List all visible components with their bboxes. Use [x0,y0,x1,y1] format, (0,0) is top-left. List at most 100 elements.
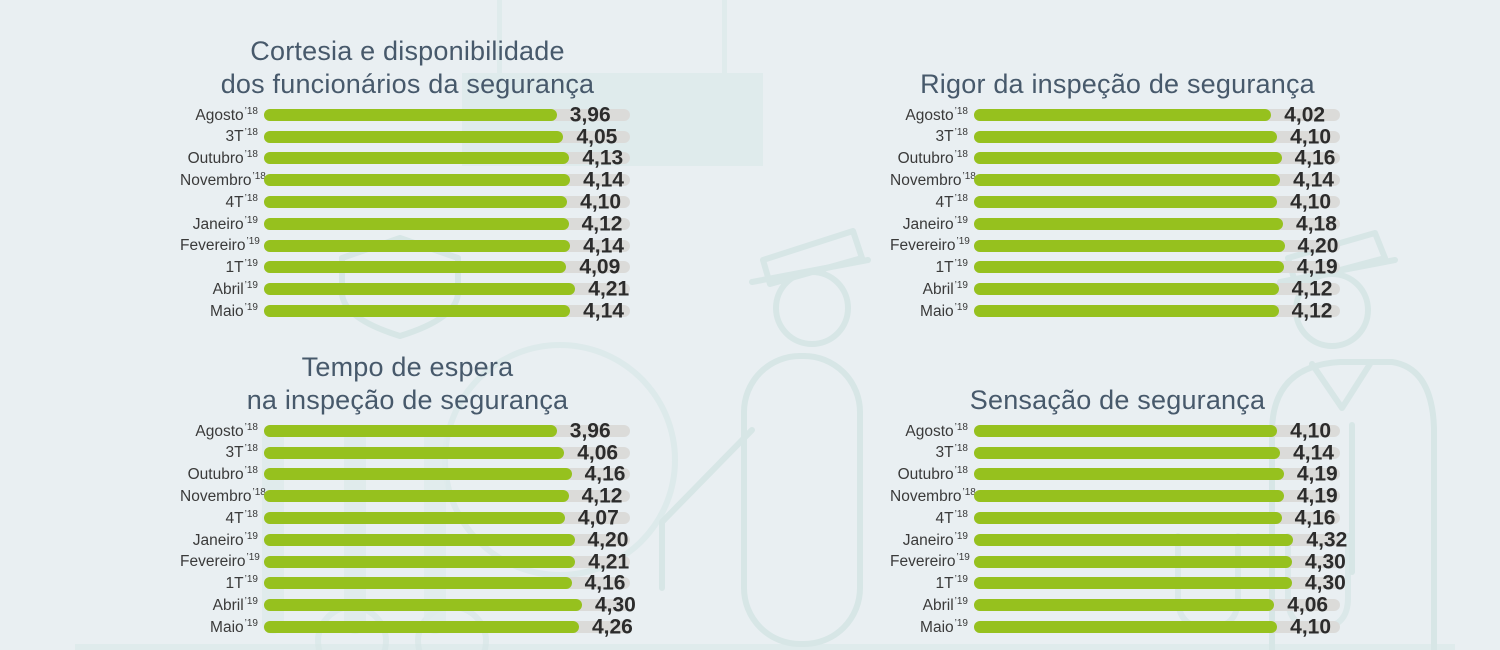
category-label: Abril’19 [212,279,258,299]
chart-row: Novembro’18 4,19 [890,485,1345,507]
chart-row: 1T’19 4,19 [890,257,1345,279]
value-bar [974,130,1278,143]
chart-row: Novembro’18 4,14 [890,169,1345,191]
category-label: Agosto’18 [195,105,258,124]
value-bar [264,130,564,143]
value-bar [264,108,557,121]
value-bar [974,239,1285,252]
value-label: 4,10 [580,190,622,214]
category-year-superscript: ’18 [954,127,968,139]
category-year-superscript: ’19 [244,279,258,291]
chart-title-line: Rigor da inspeção de segurança [920,68,1315,99]
category-year-superscript: ’18 [244,508,258,520]
category-year-superscript: ’18 [244,192,258,204]
category-label: 4T’18 [225,192,258,211]
bar-area: 4,30 [974,573,1346,594]
category-year-superscript: ’19 [954,214,968,226]
value-label: 4,12 [581,484,623,508]
bar-area: 4,32 [974,529,1347,550]
value-label: 4,32 [1306,528,1348,552]
category-year-superscript: ’18 [244,127,258,139]
category-label: Maio’19 [920,301,968,320]
value-bar [264,490,569,503]
category-label: Fevereiro’19 [890,552,970,571]
category-year-superscript: ’18 [954,421,968,433]
value-bar [264,533,575,546]
value-bar [974,446,1281,459]
value-label: 4,21 [588,277,630,301]
value-bar [974,490,1284,503]
bar-area: 4,20 [974,235,1340,256]
bar-area: 4,16 [264,573,630,594]
category-label: 3T’18 [935,127,968,146]
value-label: 4,30 [1304,550,1346,574]
category-label: Fevereiro’19 [890,236,970,255]
bar-area: 4,13 [264,148,630,169]
category-year-superscript: ’19 [246,552,260,564]
chart-row: Fevereiro’19 4,21 [180,551,635,573]
value-bar [264,283,576,296]
category-label: Novembro’18 [180,170,266,190]
chart-row: Novembro’18 4,12 [180,485,635,507]
bar-area: 4,21 [264,551,630,572]
category-label: Agosto’18 [195,421,258,440]
chart-row: Outubro’18 4,16 [890,148,1345,170]
category-year-superscript: ’19 [954,279,968,291]
chart-title-line: Sensação de segurança [969,384,1266,415]
value-label: 4,16 [1294,506,1336,530]
category-year-superscript: ’19 [956,236,970,248]
value-bar [264,239,571,252]
category-label: 1T’19 [225,258,258,277]
category-label: Maio’19 [210,301,258,320]
value-bar [974,621,1278,634]
category-year-superscript: ’18 [244,421,258,433]
category-label: 4T’18 [935,508,968,527]
value-bar [974,555,1292,568]
value-bar [974,305,1279,318]
bar-area: 3,96 [264,420,630,441]
category-label: 1T’19 [935,258,968,277]
value-label: 4,10 [1290,615,1332,639]
value-bar [974,283,1279,296]
bar-area: 3,96 [264,104,630,125]
value-label: 4,12 [1291,277,1333,301]
category-year-superscript: ’19 [244,214,258,226]
chart-row: Agosto’18 3,96 [180,420,635,442]
value-label: 4,09 [579,255,621,279]
category-year-superscript: ’18 [954,105,968,117]
bar-area: 4,10 [264,192,630,213]
bar-area: 4,12 [264,213,630,234]
bar-area: 4,10 [974,420,1340,441]
bottom-strip-shape [75,644,1455,650]
value-label: 4,02 [1284,103,1326,127]
chart-rows: Agosto’18 3,96 3T’18 4,05 Outubro’18 4,13 Nove… [180,104,635,322]
value-bar [264,599,582,612]
value-label: 4,10 [1290,190,1332,214]
category-year-superscript: ’19 [244,258,258,270]
category-label: Outubro’18 [187,149,258,168]
value-label: 4,07 [577,506,619,530]
category-label: Fevereiro’19 [180,552,260,571]
value-label: 4,14 [1293,441,1334,465]
value-bar [974,533,1294,546]
chart-row: Abril’19 4,12 [890,278,1345,300]
value-bar [264,261,567,274]
category-label: Outubro’18 [897,465,968,484]
bar-area: 4,06 [264,442,630,463]
bar-area: 4,21 [264,279,630,300]
chart-row: 3T’18 4,14 [890,442,1345,464]
value-label: 4,19 [1296,484,1338,508]
chart-row: 4T’18 4,10 [890,191,1345,213]
category-year-superscript: ’19 [954,617,968,629]
chart-row: Outubro’18 4,16 [180,464,635,486]
category-label: 4T’18 [225,508,258,527]
category-label: Maio’19 [920,617,968,636]
category-label: Novembro’18 [890,486,976,506]
category-year-superscript: ’19 [246,236,260,248]
value-label: 4,14 [583,299,624,323]
category-year-superscript: ’19 [954,258,968,270]
category-label: 1T’19 [225,574,258,593]
category-label: Fevereiro’19 [180,236,260,255]
chart-rigor-inspecao: Rigor da inspeção de segurança Agosto’18… [890,18,1345,322]
chart-title: Rigor da inspeção de segurança [890,18,1345,100]
